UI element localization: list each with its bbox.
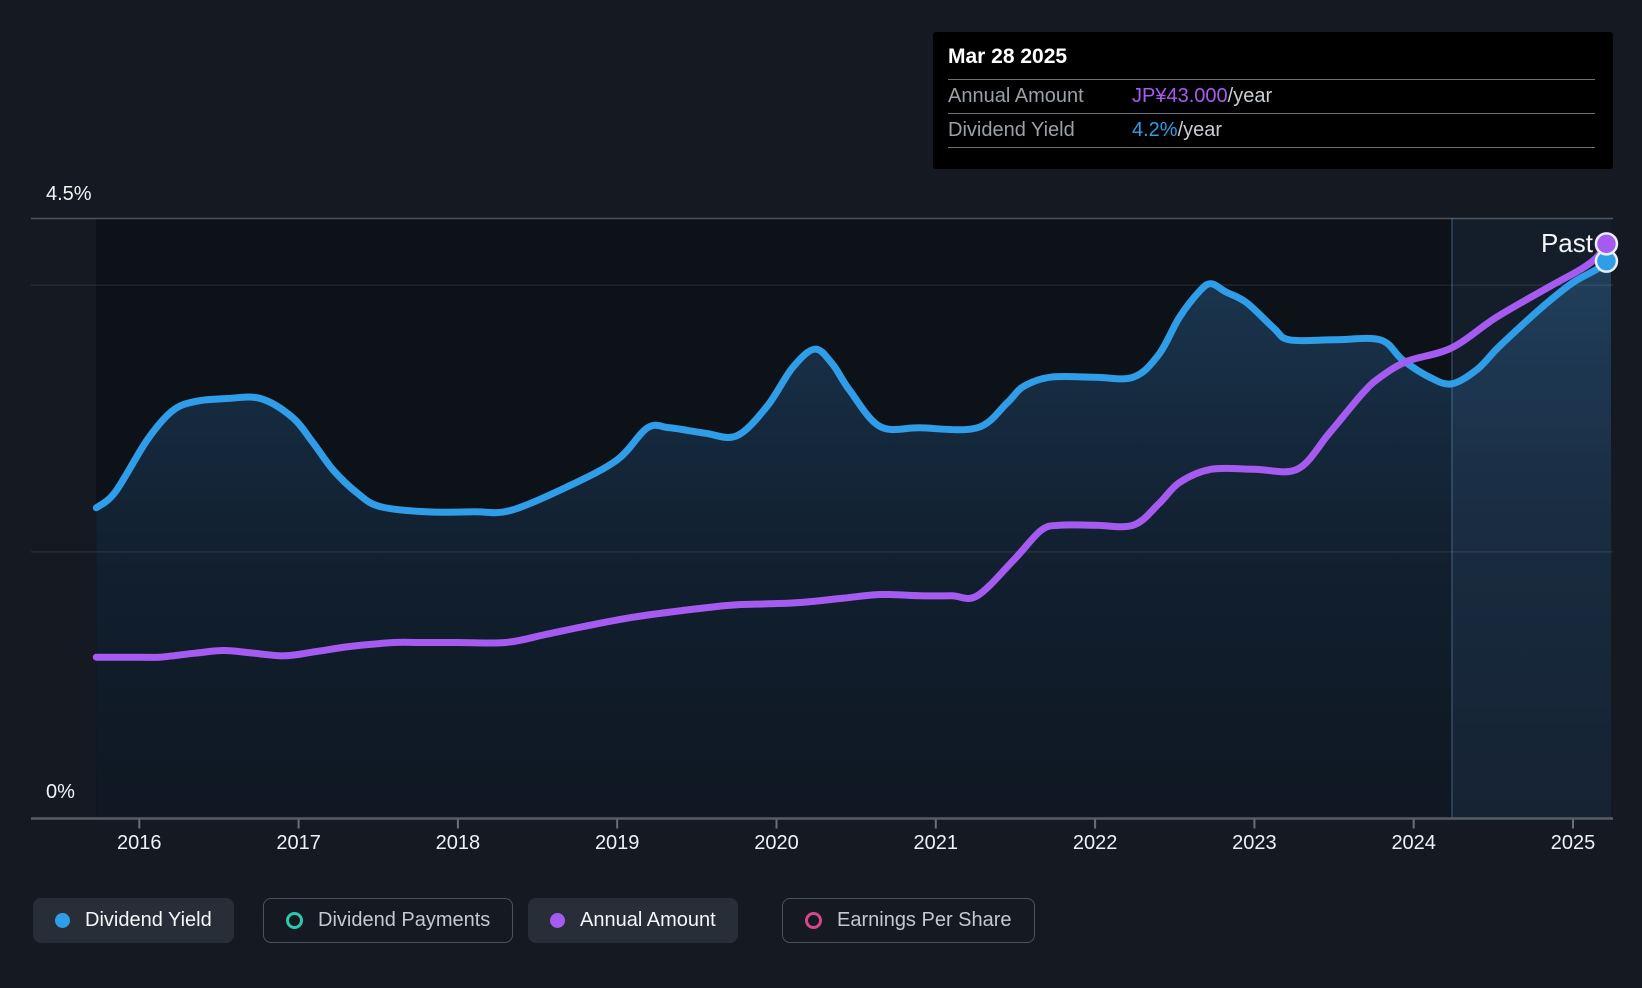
annual-amount-end-dot (1594, 232, 1619, 256)
legend-chip-dividend-yield[interactable]: Dividend Yield (33, 898, 234, 943)
chart-tooltip: Mar 28 2025 Annual Amount JP¥43.000 /yea… (933, 32, 1613, 169)
x-axis-label-2025: 2025 (1550, 832, 1596, 854)
legend-label: Dividend Yield (85, 909, 212, 931)
tooltip-value: 4.2% (1132, 119, 1178, 141)
legend-label: Earnings Per Share (837, 909, 1012, 931)
tooltip-date: Mar 28 2025 (948, 32, 1595, 80)
x-axis-label-2019: 2019 (594, 832, 640, 854)
tooltip-label: Dividend Yield (948, 119, 1075, 141)
annual-amount-line (92, 240, 1610, 661)
x-axis-label-2022: 2022 (1072, 832, 1118, 854)
legend-label: Annual Amount (580, 909, 716, 931)
legend-chip-earnings-per-share[interactable]: Earnings Per Share (782, 898, 1035, 943)
legend-label: Dividend Payments (318, 909, 491, 931)
x-axis-label-2017: 2017 (276, 832, 321, 854)
legend-chip-annual-amount[interactable]: Annual Amount (528, 898, 738, 943)
x-axis-labels: 2016 2017 2018 2019 2020 2021 2022 2023 2024 2025 (0, 832, 1642, 858)
x-axis-label-2021: 2021 (913, 832, 959, 854)
y-axis-max-label: 4.5% (46, 183, 92, 205)
yield-area-fill (96, 261, 1611, 819)
past-label: Past (1540, 228, 1593, 258)
tooltip-value: JP¥43.000 (1132, 85, 1228, 107)
x-axis-label-2024: 2024 (1391, 832, 1436, 854)
tooltip-value-suffix: /year (1177, 119, 1223, 141)
x-axis-label-2018: 2018 (435, 832, 481, 854)
x-axis-label-2020: 2020 (754, 832, 799, 854)
y-axis-zero-label: 0% (46, 781, 75, 803)
dividend-yield-dot-icon (55, 913, 70, 928)
earnings-per-share-ring-icon (805, 912, 822, 929)
x-axis-label-2023: 2023 (1232, 832, 1277, 854)
annual-amount-dot-icon (550, 913, 565, 928)
tooltip-value-suffix: /year (1227, 85, 1273, 107)
tooltip-row-dividend-yield: Dividend Yield 4.2% /year (948, 114, 1595, 148)
tooltip-row-annual-amount: Annual Amount JP¥43.000 /year (948, 80, 1595, 114)
tooltip-label: Annual Amount (948, 85, 1084, 107)
dividend-payments-ring-icon (286, 912, 303, 929)
x-axis-label-2016: 2016 (117, 832, 162, 854)
legend-chip-dividend-payments[interactable]: Dividend Payments (263, 898, 514, 943)
past-region-highlight (1451, 218, 1611, 819)
